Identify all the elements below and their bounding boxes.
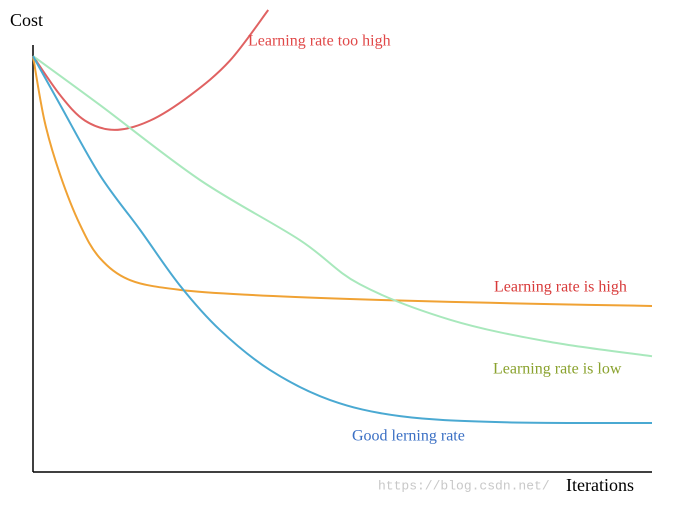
series-label: Learning rate too high bbox=[248, 33, 391, 50]
series-label: Learning rate is high bbox=[494, 279, 627, 296]
x-axis-label: Iterations bbox=[566, 475, 634, 495]
y-axis-label: Cost bbox=[10, 10, 43, 30]
series-line bbox=[32, 9, 270, 131]
watermark: https://blog.csdn.net/ bbox=[378, 478, 550, 493]
series-line bbox=[32, 55, 653, 307]
series-line bbox=[32, 55, 653, 358]
series-line bbox=[32, 55, 653, 425]
series-label: Good lerning rate bbox=[352, 428, 465, 445]
series-label: Learning rate is low bbox=[493, 361, 622, 378]
